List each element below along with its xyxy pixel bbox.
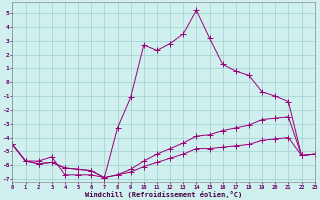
X-axis label: Windchill (Refroidissement éolien,°C): Windchill (Refroidissement éolien,°C): [85, 191, 242, 198]
